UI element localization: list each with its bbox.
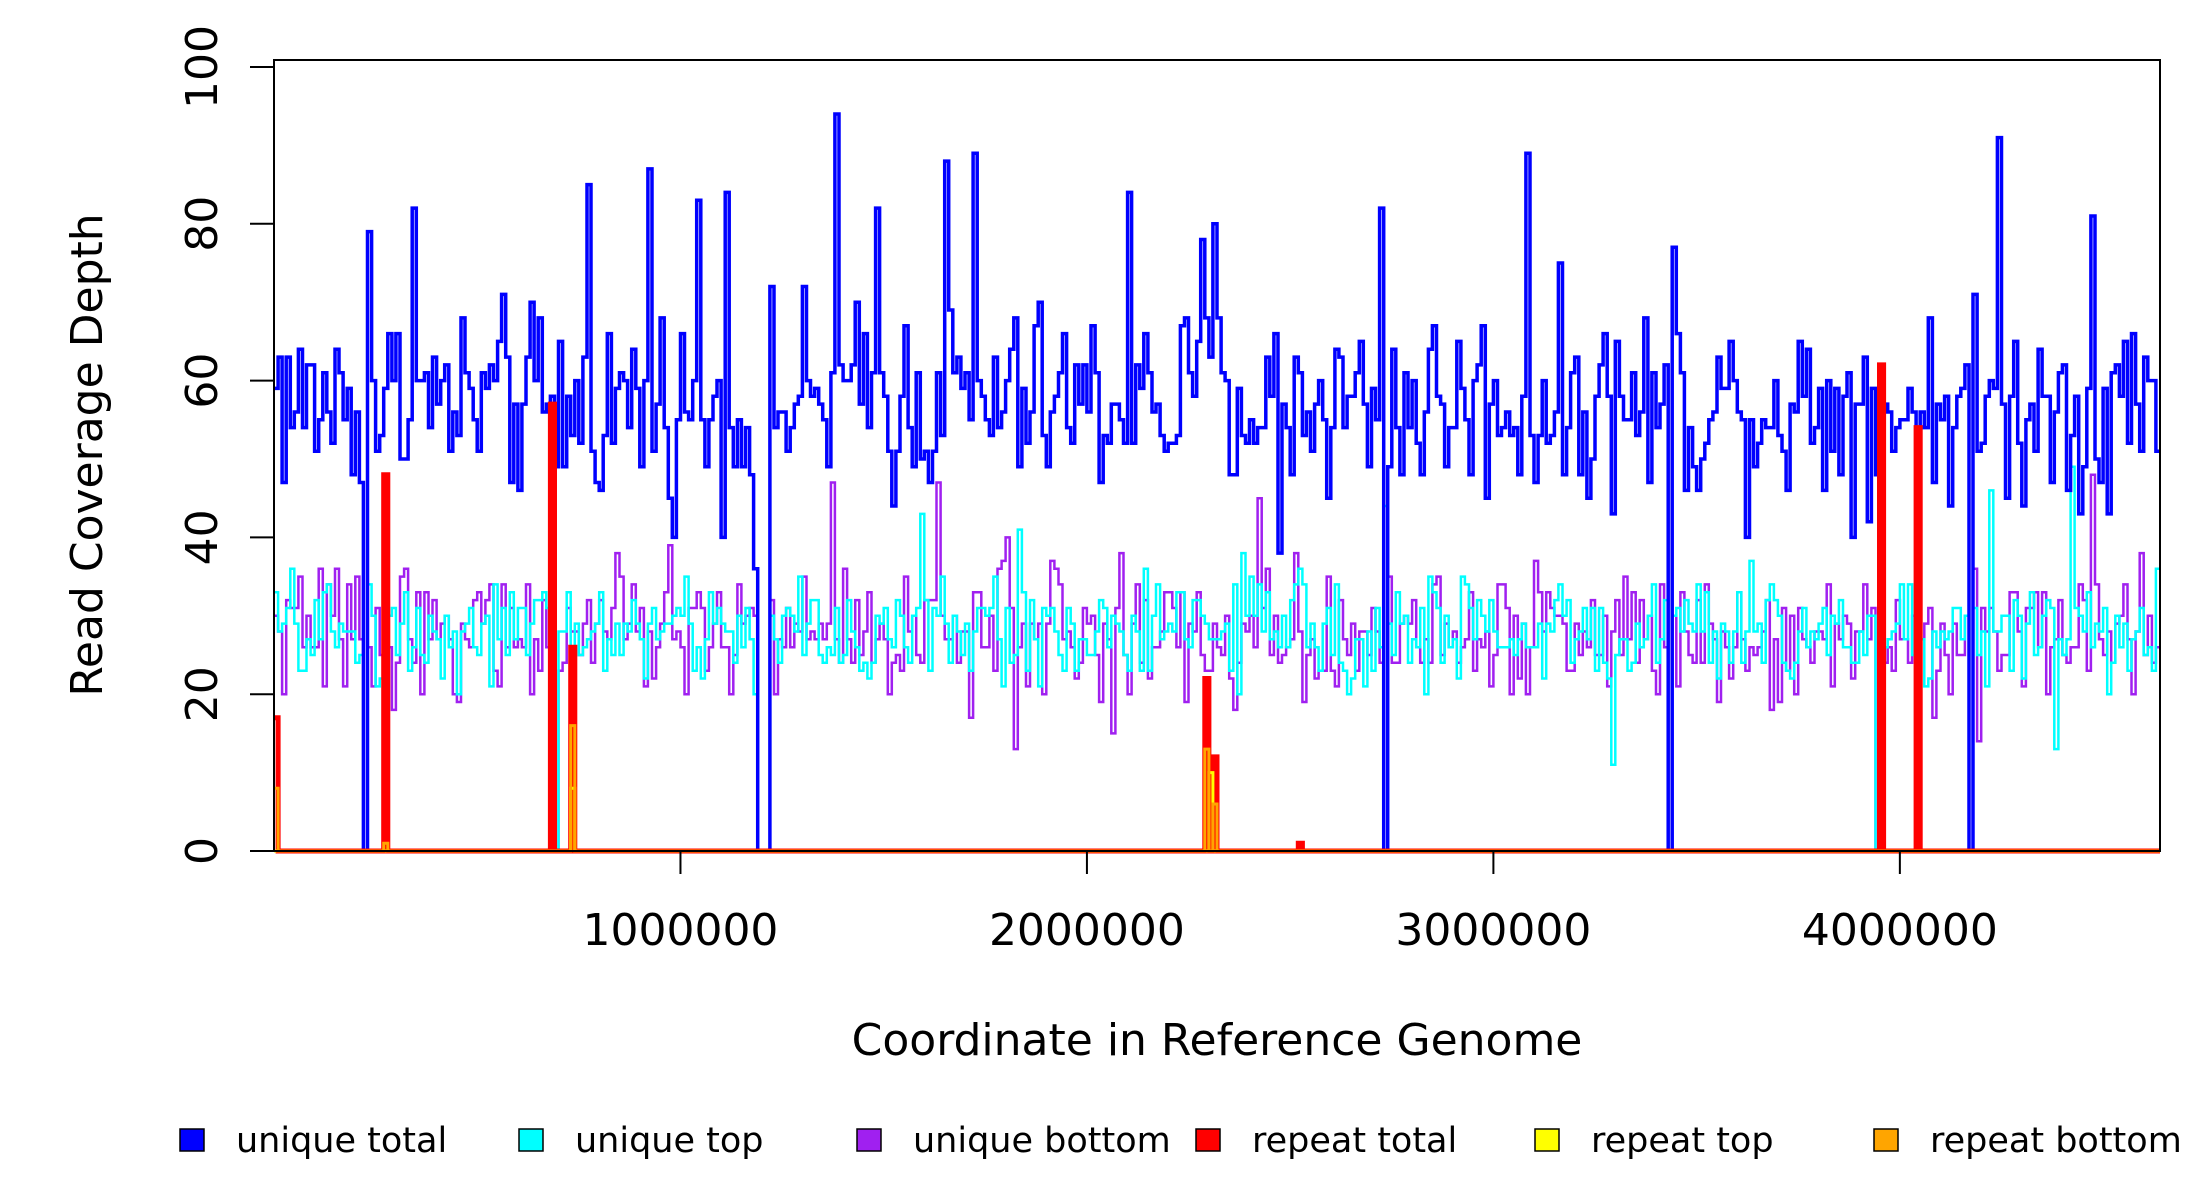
legend-swatch [1195, 1128, 1221, 1152]
legend-swatch [518, 1128, 544, 1152]
y-tick-label: 0 [177, 837, 228, 865]
x-tick-label: 2000000 [989, 905, 1185, 956]
legend-swatch [179, 1128, 205, 1152]
legend-label: repeat bottom [1930, 1121, 2182, 1161]
series-line-unique-total [274, 112, 2160, 853]
y-axis: 0 20 40 60 80 100 [177, 25, 275, 865]
legend-item-repeat-bottom: repeat bottom [1873, 1121, 2182, 1161]
legend-item-repeat-top: repeat top [1534, 1121, 1774, 1161]
legend: unique total unique top unique bottom repea… [179, 1121, 2182, 1161]
legend-label: unique total [236, 1121, 447, 1161]
y-axis-title: Read Coverage Depth [62, 213, 113, 696]
series-layer [274, 112, 2160, 854]
y-tick-label: 60 [177, 353, 228, 409]
y-tick-label: 20 [177, 666, 228, 722]
x-tick-label: 3000000 [1395, 905, 1591, 956]
x-tick-label: 4000000 [1802, 905, 1998, 956]
legend-item-unique-total: unique total [179, 1121, 447, 1161]
legend-swatch [1873, 1128, 1899, 1152]
y-tick-label: 40 [177, 509, 228, 565]
legend-item-unique-bottom: unique bottom [856, 1121, 1171, 1161]
x-tick-label: 1000000 [582, 905, 778, 956]
series-line-repeat-total [274, 362, 2160, 854]
legend-label: unique bottom [913, 1121, 1171, 1161]
legend-label: repeat top [1591, 1121, 1774, 1161]
x-axis: 1000000 2000000 3000000 4000000 [582, 851, 1998, 956]
legend-swatch [856, 1128, 882, 1152]
legend-item-unique-top: unique top [518, 1121, 764, 1161]
series-line-unique-top [274, 465, 2160, 853]
series-line-unique-bottom [274, 473, 2160, 853]
legend-label: unique top [575, 1121, 764, 1161]
y-tick-label: 100 [177, 25, 228, 109]
legend-item-repeat-total: repeat total [1195, 1121, 1457, 1161]
y-tick-label: 80 [177, 196, 228, 252]
legend-swatch [1534, 1128, 1560, 1152]
x-axis-title: Coordinate in Reference Genome [852, 1015, 1583, 1066]
legend-label: repeat total [1252, 1121, 1457, 1161]
